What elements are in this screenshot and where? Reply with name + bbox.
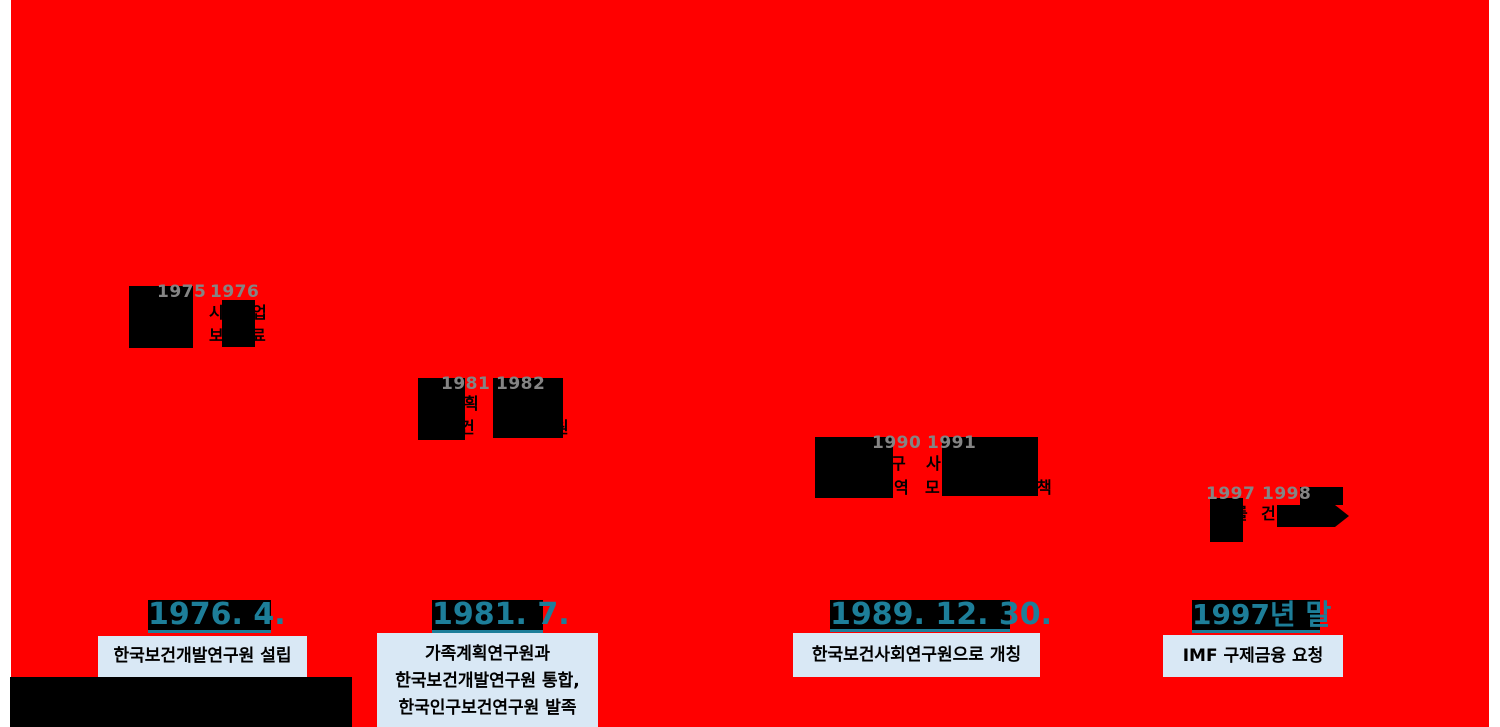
- text-fragment: 구: [891, 454, 906, 473]
- year-label: 1981: [441, 374, 491, 394]
- redaction-box: [222, 300, 255, 347]
- event-label-text: 한국보건사회연구원으로 개칭: [811, 644, 1022, 665]
- text-fragment: 책: [1037, 478, 1052, 497]
- event-label: 한국보건사회연구원으로 개칭: [793, 633, 1040, 677]
- event-date: 1976. 4.: [148, 597, 286, 633]
- redaction-box: [1210, 498, 1243, 542]
- event-date: 1981. 7.: [432, 597, 570, 633]
- year-label: 1975: [157, 282, 207, 302]
- event-label: IMF 구제금융 요청: [1163, 635, 1343, 677]
- year-label: 1982: [496, 374, 546, 394]
- event-label-text: IMF 구제금융 요청: [1182, 645, 1324, 666]
- event-date: 1997년 말: [1192, 598, 1332, 633]
- event-label-line: 한국인구보건연구원 발족: [398, 698, 577, 718]
- year-label: 1990: [872, 433, 922, 453]
- text-fragment: 보: [209, 326, 224, 345]
- year-label: 1998: [1262, 484, 1312, 504]
- event-label-line: 가족계획연구원과: [424, 644, 551, 664]
- redaction-box: [815, 437, 893, 498]
- text-fragment: 업: [252, 303, 267, 322]
- year-label: 1976: [210, 282, 260, 302]
- redaction-box: [1277, 505, 1335, 527]
- event-date: 1989. 12. 30.: [830, 597, 1053, 632]
- text-fragment: 시: [209, 303, 224, 322]
- redaction-box: [942, 437, 1038, 496]
- redaction-box: [129, 286, 193, 348]
- redaction-box: [10, 677, 352, 727]
- event-label: 한국보건개발연구원 설립: [98, 636, 307, 677]
- arrow-right-icon: [1335, 505, 1349, 527]
- redaction-box: [493, 378, 563, 438]
- text-fragment: 역: [894, 478, 909, 497]
- event-label-text: 한국보건개발연구원 설립: [113, 646, 292, 666]
- year-label: 1991: [927, 433, 977, 453]
- redaction-box: [418, 378, 465, 440]
- text-fragment: 건: [1261, 504, 1276, 523]
- text-fragment: 모: [925, 478, 940, 497]
- year-label: 1997: [1206, 484, 1256, 504]
- event-label-line: 한국보건개발연구원 통합,: [395, 671, 580, 691]
- text-fragment: 획: [464, 394, 479, 413]
- text-fragment: 사: [926, 454, 941, 473]
- event-label: 가족계획연구원과 한국보건개발연구원 통합, 한국인구보건연구원 발족: [377, 633, 598, 727]
- redaction-box: [1300, 487, 1343, 505]
